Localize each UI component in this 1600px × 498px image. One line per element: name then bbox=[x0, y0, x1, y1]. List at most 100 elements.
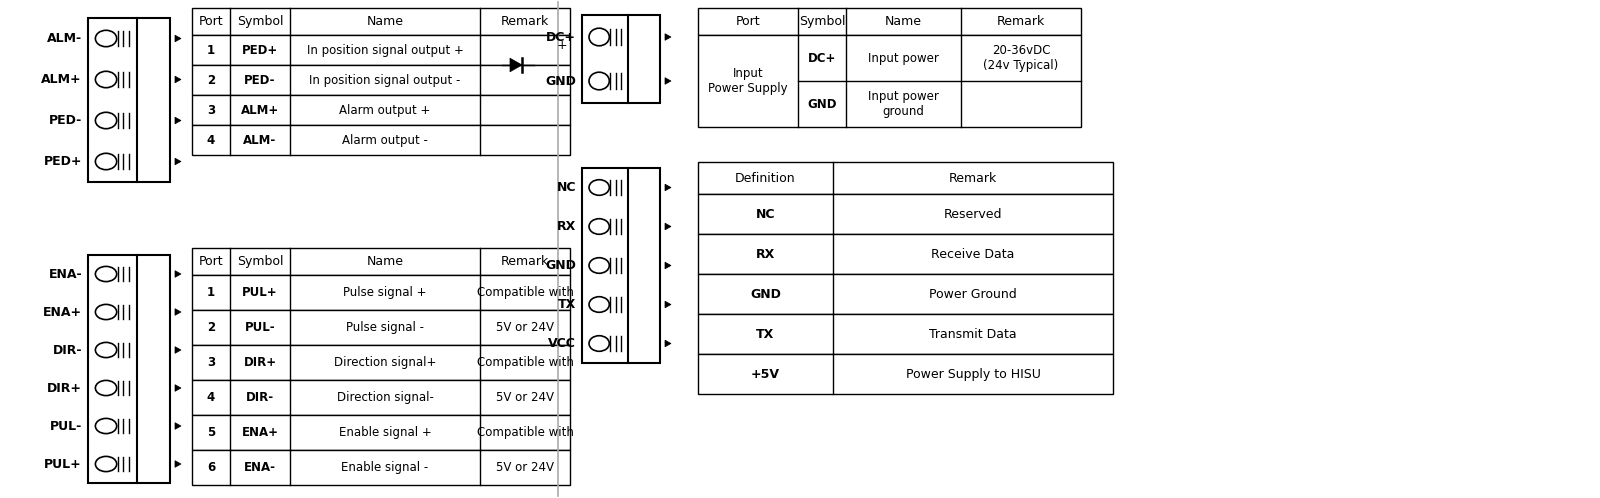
Text: PUL+: PUL+ bbox=[242, 286, 278, 299]
Text: 2: 2 bbox=[206, 321, 214, 334]
Text: ENA+: ENA+ bbox=[242, 426, 278, 439]
Bar bbox=[192, 65, 570, 95]
Text: Alarm output +: Alarm output + bbox=[339, 104, 430, 117]
Text: Symbol: Symbol bbox=[237, 255, 283, 268]
Ellipse shape bbox=[96, 30, 117, 47]
Ellipse shape bbox=[589, 28, 610, 46]
Ellipse shape bbox=[96, 456, 117, 472]
Text: Compatible with: Compatible with bbox=[477, 426, 573, 439]
Bar bbox=[698, 8, 1082, 35]
Bar bbox=[192, 35, 570, 65]
Text: Transmit Data: Transmit Data bbox=[930, 328, 1018, 341]
Ellipse shape bbox=[589, 257, 610, 273]
Text: Power Ground: Power Ground bbox=[930, 287, 1018, 300]
Text: Compatible with: Compatible with bbox=[477, 356, 573, 369]
Ellipse shape bbox=[96, 380, 117, 395]
Bar bbox=[192, 310, 570, 345]
Text: Name: Name bbox=[885, 15, 922, 28]
Text: Remark: Remark bbox=[997, 15, 1045, 28]
Text: GND: GND bbox=[808, 98, 837, 111]
Text: Pulse signal +: Pulse signal + bbox=[344, 286, 427, 299]
Text: Input power
ground: Input power ground bbox=[869, 90, 939, 118]
Text: Port: Port bbox=[736, 15, 760, 28]
Polygon shape bbox=[174, 461, 181, 467]
Polygon shape bbox=[174, 309, 181, 315]
Text: GND: GND bbox=[750, 287, 781, 300]
Text: NC: NC bbox=[557, 181, 576, 194]
Text: Remark: Remark bbox=[949, 171, 997, 184]
Text: PED+: PED+ bbox=[242, 43, 278, 56]
Text: 5V or 24V: 5V or 24V bbox=[496, 321, 554, 334]
Text: 4: 4 bbox=[206, 391, 214, 404]
Polygon shape bbox=[666, 262, 670, 269]
Text: Symbol: Symbol bbox=[237, 15, 283, 28]
Text: 1: 1 bbox=[206, 286, 214, 299]
Text: 2: 2 bbox=[206, 74, 214, 87]
Text: Name: Name bbox=[366, 255, 403, 268]
Bar bbox=[192, 415, 570, 450]
Text: Port: Port bbox=[198, 15, 224, 28]
Bar bbox=[88, 255, 170, 483]
Text: ALM+: ALM+ bbox=[42, 73, 82, 86]
Bar bbox=[88, 18, 170, 182]
Polygon shape bbox=[174, 35, 181, 42]
Text: 5: 5 bbox=[206, 426, 214, 439]
Text: 1: 1 bbox=[206, 43, 214, 56]
Text: Remark: Remark bbox=[501, 15, 549, 28]
Text: RX: RX bbox=[557, 220, 576, 233]
Text: Remark: Remark bbox=[501, 255, 549, 268]
Text: Reserved: Reserved bbox=[944, 208, 1002, 221]
Text: Symbol: Symbol bbox=[798, 15, 845, 28]
Bar bbox=[192, 248, 570, 275]
Polygon shape bbox=[666, 223, 670, 230]
Polygon shape bbox=[666, 34, 670, 40]
Text: TX: TX bbox=[757, 328, 774, 341]
Bar bbox=[698, 354, 1114, 394]
Bar bbox=[698, 35, 1082, 127]
Text: RX: RX bbox=[755, 248, 774, 260]
Ellipse shape bbox=[96, 113, 117, 128]
Text: Power Supply to HISU: Power Supply to HISU bbox=[906, 368, 1040, 380]
Bar bbox=[192, 8, 570, 35]
Text: PED-: PED- bbox=[48, 114, 82, 127]
Text: GND: GND bbox=[546, 259, 576, 272]
Text: PED+: PED+ bbox=[43, 155, 82, 168]
Polygon shape bbox=[174, 271, 181, 277]
Text: +5V: +5V bbox=[750, 368, 781, 380]
Bar bbox=[698, 194, 1114, 234]
Text: ALM-: ALM- bbox=[243, 133, 277, 146]
Text: -: - bbox=[560, 78, 565, 91]
Text: Receive Data: Receive Data bbox=[931, 248, 1014, 260]
Text: PUL-: PUL- bbox=[245, 321, 275, 334]
Text: DC+: DC+ bbox=[546, 30, 576, 43]
Ellipse shape bbox=[589, 180, 610, 195]
Polygon shape bbox=[174, 158, 181, 165]
Text: NC: NC bbox=[755, 208, 776, 221]
Bar bbox=[582, 15, 661, 103]
Ellipse shape bbox=[589, 219, 610, 234]
Ellipse shape bbox=[96, 266, 117, 281]
Text: DIR-: DIR- bbox=[53, 344, 82, 357]
Text: ENA+: ENA+ bbox=[43, 305, 82, 319]
Bar bbox=[698, 162, 1114, 194]
Text: Input power: Input power bbox=[869, 51, 939, 65]
Text: 6: 6 bbox=[206, 461, 214, 474]
Text: Definition: Definition bbox=[734, 171, 795, 184]
Text: VCC: VCC bbox=[549, 337, 576, 350]
Text: Direction signal-: Direction signal- bbox=[336, 391, 434, 404]
Bar bbox=[192, 345, 570, 380]
Text: ENA-: ENA- bbox=[243, 461, 277, 474]
Polygon shape bbox=[174, 76, 181, 83]
Bar bbox=[192, 380, 570, 415]
Polygon shape bbox=[666, 301, 670, 308]
Text: Enable signal -: Enable signal - bbox=[341, 461, 429, 474]
Text: 5V or 24V: 5V or 24V bbox=[496, 391, 554, 404]
Text: PUL+: PUL+ bbox=[45, 458, 82, 471]
Polygon shape bbox=[174, 384, 181, 391]
Polygon shape bbox=[666, 184, 670, 191]
Text: PUL-: PUL- bbox=[50, 419, 82, 432]
Polygon shape bbox=[510, 58, 522, 72]
Text: DIR-: DIR- bbox=[246, 391, 274, 404]
Text: Enable signal +: Enable signal + bbox=[339, 426, 432, 439]
Text: DC+: DC+ bbox=[808, 51, 837, 65]
